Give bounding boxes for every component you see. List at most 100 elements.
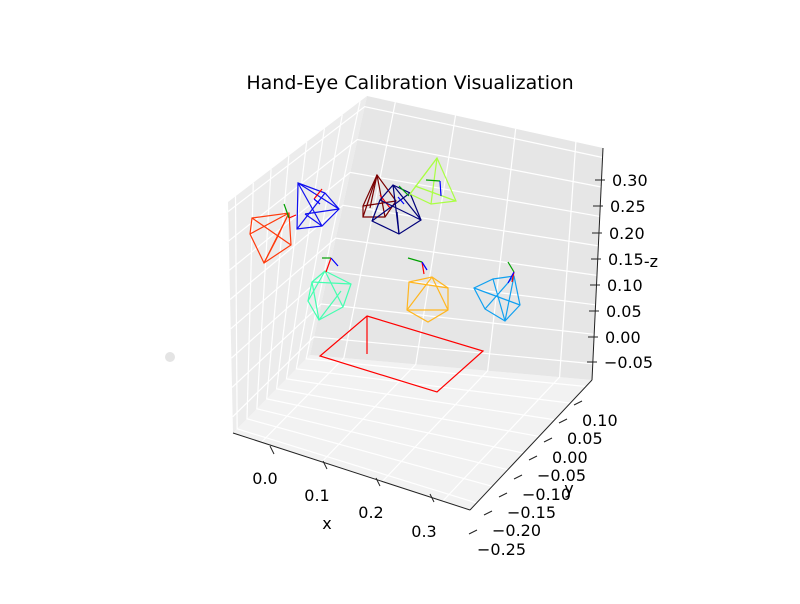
x-tick-label: 0.0: [252, 469, 277, 488]
grid-line-x: [261, 102, 396, 443]
chart-title: Hand-Eye Calibration Visualization: [246, 72, 574, 94]
camera-edge: [297, 182, 340, 210]
y-axis-label: y: [564, 479, 573, 498]
camera-edge: [304, 208, 340, 215]
z-tick-label: 0.00: [605, 328, 641, 347]
camera-edge: [396, 211, 400, 235]
z-tick-label: 0.05: [606, 302, 642, 321]
axes-edges: [232, 147, 604, 511]
grid-line-y: [305, 101, 586, 388]
x-tick: [269, 445, 275, 455]
camera-1: [249, 203, 297, 264]
grid-line-x: [381, 128, 517, 482]
axes-panes: [228, 96, 603, 510]
grid-line-y: [295, 114, 571, 404]
camera-frame-axis: [439, 180, 442, 197]
camera-edge: [406, 276, 433, 311]
camera-3: [362, 173, 397, 218]
camera-frame-axis: [398, 185, 410, 197]
x-tick: [429, 493, 435, 503]
x-tick-label: 0.1: [304, 486, 329, 505]
grid-line-z: [230, 270, 596, 359]
back-wall-pane: [310, 96, 603, 380]
camera-edge: [311, 281, 320, 321]
y-tick: [543, 437, 553, 443]
camera-frame-axis: [325, 257, 332, 273]
y-tick: [498, 492, 508, 498]
camera-frame-axis: [313, 198, 321, 205]
y-tick: [483, 510, 493, 516]
grid-line-z: [227, 105, 603, 212]
y-tick: [573, 400, 583, 406]
camera-edge: [504, 275, 515, 322]
y-axis-line: [469, 379, 593, 511]
camera-edge: [263, 239, 277, 264]
camera-edge: [249, 212, 290, 235]
target-plane: [318, 315, 485, 393]
grid-line-z: [229, 204, 599, 300]
camera-edge: [492, 278, 506, 322]
grid-lines: [227, 101, 603, 504]
y-tick: [528, 455, 538, 461]
floor-pane: [233, 355, 592, 510]
z-axis-label: -z: [644, 252, 658, 271]
y-tick-label: −0.25: [477, 540, 526, 559]
camera-poses: [249, 156, 521, 323]
calibration-target: [318, 315, 485, 393]
y-tick-label: −0.10: [522, 485, 571, 504]
camera-edge: [362, 200, 397, 207]
camera-edge: [473, 287, 521, 306]
y-tick-label: −0.20: [492, 521, 541, 540]
camera-edge: [251, 217, 292, 246]
camera-8: [473, 261, 521, 322]
grid-line-z: [228, 138, 602, 242]
y-tick-label: 0.10: [582, 411, 618, 430]
x-axis-line: [232, 432, 471, 511]
camera-frame-axis: [507, 271, 515, 284]
camera-edge: [304, 213, 323, 227]
x-axis-label: x: [322, 514, 331, 533]
grid-line-y: [285, 128, 555, 421]
camera-frame-axis: [407, 257, 423, 263]
grid-line-y: [256, 169, 508, 471]
z-tick-label: 0.30: [612, 171, 648, 190]
x-tick-label: 0.3: [411, 522, 436, 541]
camera-edge: [379, 199, 422, 221]
grid-line-x: [321, 115, 457, 463]
camera-edge: [408, 281, 449, 289]
camera-frame-axis: [313, 188, 323, 200]
x-tick-label: 0.2: [358, 503, 383, 522]
grid-line-z: [232, 336, 593, 418]
camera-face: [249, 212, 292, 264]
camera-edge: [362, 174, 378, 218]
camera-edge: [431, 276, 449, 311]
camera-frame-axis: [421, 261, 425, 275]
y-tick-label: −0.15: [507, 503, 556, 522]
x-tick: [375, 477, 381, 487]
camera-edge: [371, 192, 411, 222]
camera-2: [296, 182, 340, 230]
z-tick-label: 0.20: [609, 224, 645, 243]
y-tick: [558, 418, 568, 424]
y-tick-label: 0.00: [552, 448, 588, 467]
camera-edge: [318, 290, 342, 321]
camera-frame-axis: [425, 179, 441, 182]
camera-edge: [392, 184, 422, 221]
camera-frame-axis: [507, 261, 515, 273]
camera-5: [409, 156, 457, 205]
camera-edge: [296, 192, 326, 230]
camera-frame-axis: [283, 203, 290, 219]
y-tick-label: −0.05: [537, 466, 586, 485]
tick-labels: 0.00.10.20.30.100.050.00−0.05−0.10−0.15−…: [252, 171, 658, 559]
left-wall-pane: [228, 96, 367, 433]
z-tick-label: 0.10: [607, 276, 643, 295]
grid-line-x: [442, 141, 577, 502]
camera-edge: [324, 270, 344, 308]
camera-edge: [307, 270, 326, 302]
grid-line-z: [231, 303, 595, 388]
camera-edge: [275, 212, 290, 241]
z-tick-label: 0.25: [610, 197, 646, 216]
grid-line-z: [229, 171, 600, 271]
